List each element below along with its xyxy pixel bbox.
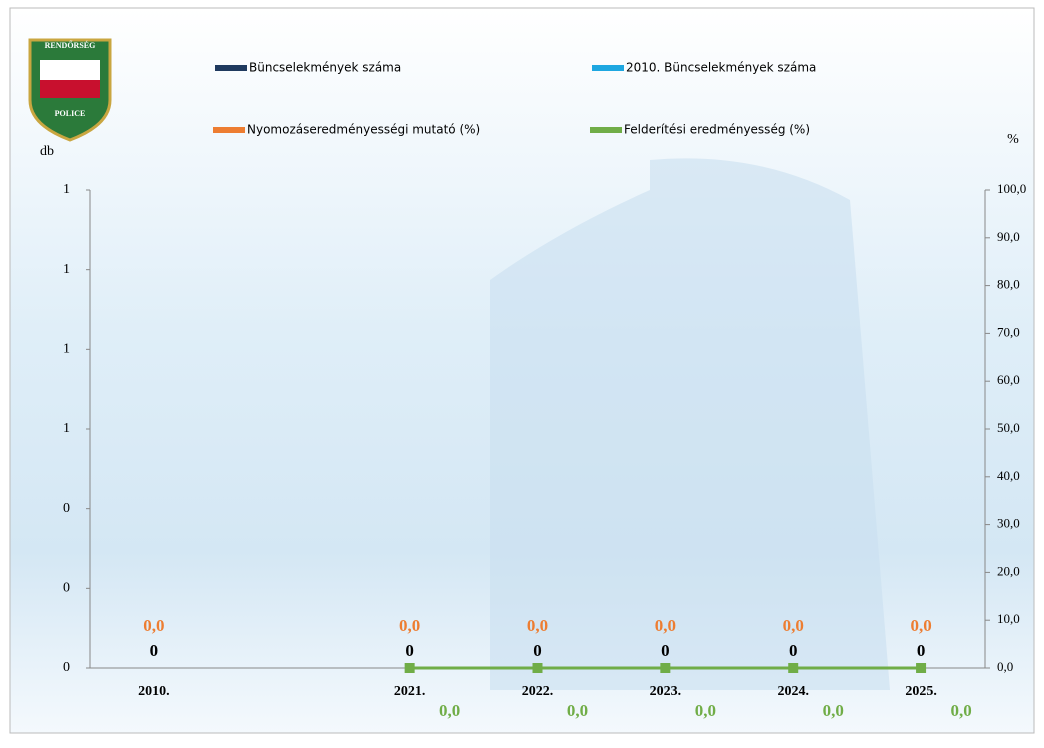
y2-axis-label: %: [1007, 132, 1019, 147]
x-tick-label: 2021.: [394, 684, 426, 699]
y2-tick-label: 80,0: [997, 277, 1020, 292]
y-tick-label: 0: [63, 660, 70, 675]
data-label: 0: [661, 641, 670, 660]
data-label: 0,0: [910, 616, 931, 635]
data-label: 0: [533, 641, 542, 660]
y2-tick-label: 0,0: [997, 659, 1013, 674]
y2-tick-label: 70,0: [997, 324, 1020, 339]
data-label: 0,0: [950, 701, 971, 720]
y2-tick-label: 20,0: [997, 563, 1020, 578]
legend-label: 2010. Büncselekmények száma: [626, 61, 816, 75]
data-label: 0,0: [399, 616, 420, 635]
x-tick-label: 2022.: [522, 684, 554, 699]
x-tick-label: 2010.: [138, 684, 170, 699]
x-tick-label: 2023.: [650, 684, 682, 699]
marker: [788, 663, 799, 673]
y2-tick-label: 50,0: [997, 420, 1020, 435]
logo-bottom: POLICE: [55, 109, 86, 118]
marker: [404, 663, 415, 673]
y2-tick-label: 30,0: [997, 516, 1020, 531]
y-tick-label: 1: [63, 262, 70, 277]
legend-swatch: [215, 65, 247, 71]
y-tick-label: 1: [63, 421, 70, 436]
marker: [916, 663, 927, 673]
data-label: 0,0: [567, 701, 588, 720]
y-tick-label: 1: [63, 182, 70, 197]
marker: [660, 663, 671, 673]
y2-tick-label: 90,0: [997, 229, 1020, 244]
y-axis-label: db: [40, 144, 54, 159]
legend-label: Felderítési eredményesség (%): [624, 123, 810, 137]
legend-swatch: [590, 127, 622, 133]
y2-tick-label: 10,0: [997, 611, 1020, 626]
data-label: 0,0: [655, 616, 676, 635]
data-label: 0: [405, 641, 414, 660]
y-tick-label: 0: [63, 581, 70, 596]
x-tick-label: 2024.: [777, 684, 809, 699]
data-label: 0,0: [695, 701, 716, 720]
logo: RENDŐRSÉG POLICE: [28, 38, 112, 142]
marker: [532, 663, 543, 673]
legend-label: Nyomozáseredményességi mutató (%): [247, 123, 480, 137]
legend-swatch: [592, 65, 624, 71]
data-label: 0,0: [143, 616, 164, 635]
data-label: 0,0: [439, 701, 460, 720]
y2-tick-label: 40,0: [997, 468, 1020, 483]
data-label: 0,0: [823, 701, 844, 720]
y2-tick-label: 100,0: [997, 181, 1026, 196]
building-backdrop: [490, 158, 890, 691]
data-label: 0,0: [527, 616, 548, 635]
logo-top: RENDŐRSÉG: [45, 40, 96, 50]
data-label: 0,0: [783, 616, 804, 635]
data-label: 0: [150, 641, 159, 660]
data-label: 0: [789, 641, 798, 660]
legend-swatch: [213, 127, 245, 133]
y-tick-label: 0: [63, 501, 70, 516]
x-tick-label: 2025.: [905, 684, 937, 699]
data-label: 0: [917, 641, 926, 660]
y2-tick-label: 60,0: [997, 372, 1020, 387]
y-tick-label: 1: [63, 342, 70, 357]
legend-label: Büncselekmények száma: [249, 61, 401, 75]
